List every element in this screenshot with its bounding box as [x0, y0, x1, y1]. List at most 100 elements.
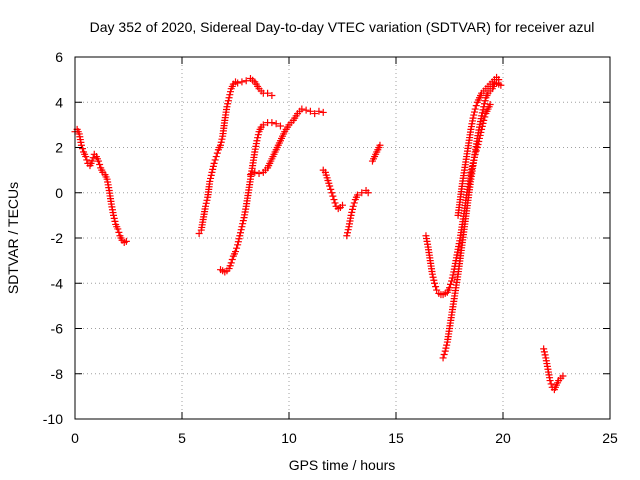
data-point-marker	[319, 108, 327, 116]
x-tick-label: 25	[602, 430, 618, 446]
data-point-marker	[353, 191, 361, 199]
data-point-marker	[211, 156, 219, 164]
data-point-marker	[218, 135, 226, 143]
data-point-marker	[234, 79, 242, 87]
data-point-marker	[441, 347, 449, 355]
data-point-marker	[298, 105, 306, 113]
data-point-marker	[311, 110, 319, 118]
series-track-7	[368, 141, 384, 165]
data-point-marker	[207, 174, 215, 182]
grid-lines	[75, 57, 610, 419]
data-point-marker	[239, 220, 247, 228]
data-point-marker	[228, 255, 236, 263]
y-tick-label: -10	[43, 411, 63, 427]
data-point-marker	[254, 131, 262, 139]
data-point-marker	[206, 177, 214, 185]
data-point-marker	[448, 274, 456, 282]
series-track-6	[343, 186, 372, 240]
data-point-marker	[428, 270, 436, 278]
data-point-marker	[330, 196, 338, 204]
data-point-marker	[497, 81, 505, 89]
data-point-marker	[541, 351, 549, 359]
data-point-marker	[110, 214, 118, 222]
data-point-marker	[276, 122, 284, 130]
data-point-marker	[237, 226, 245, 234]
data-point-marker	[225, 94, 233, 102]
data-point-marker	[272, 120, 280, 128]
data-point-marker	[210, 159, 218, 167]
x-tick-label: 0	[71, 430, 79, 446]
data-point-marker	[443, 341, 451, 349]
y-axis-label: SDTVAR / TECUs	[5, 182, 21, 294]
data-point-marker	[326, 182, 334, 190]
y-tick-label: -6	[51, 321, 64, 337]
data-point-marker	[78, 145, 86, 153]
data-point-marker	[234, 241, 242, 249]
data-point-marker	[88, 157, 96, 165]
y-tick-label: 0	[55, 185, 63, 201]
data-point-marker	[202, 199, 210, 207]
data-point-marker	[236, 232, 244, 240]
data-point-marker	[540, 345, 548, 353]
y-tick-label: -8	[51, 366, 64, 382]
data-point-marker	[226, 91, 234, 99]
data-point-marker	[478, 109, 486, 117]
data-point-marker	[339, 201, 346, 209]
x-tick-label: 10	[281, 430, 297, 446]
data-point-marker	[440, 351, 448, 359]
data-point-marker	[89, 154, 97, 162]
y-tick-label: 6	[55, 49, 63, 65]
data-point-marker	[471, 105, 479, 113]
data-point-marker	[233, 244, 241, 252]
data-point-marker	[251, 168, 259, 176]
data-point-marker	[234, 238, 242, 246]
data-point-marker	[479, 106, 487, 114]
y-tick-label: 2	[55, 140, 63, 156]
data-point-marker	[364, 189, 372, 197]
data-point-marker	[203, 196, 211, 204]
data-point-marker	[302, 106, 310, 114]
data-point-marker	[442, 344, 450, 352]
data-point-marker	[217, 141, 225, 149]
y-tick-labels: -10 -8 -6 -4 -2 0 2 4 6	[43, 49, 63, 427]
data-point-marker	[209, 162, 217, 170]
data-point-marker	[495, 76, 503, 84]
data-point-marker	[239, 217, 247, 225]
data-point-marker	[481, 97, 489, 105]
data-point-marker	[217, 138, 225, 146]
data-point-marker	[343, 232, 351, 240]
data-point-marker	[315, 107, 323, 115]
data-point-marker	[469, 114, 477, 122]
data-point-marker	[429, 273, 437, 281]
data-point-marker	[331, 199, 339, 207]
data-point-marker	[96, 160, 104, 168]
data-point-marker	[259, 121, 267, 129]
chart-title: Day 352 of 2020, Sidereal Day-to-day VTE…	[90, 19, 595, 35]
data-point-marker	[236, 229, 244, 237]
data-point-marker	[209, 165, 217, 173]
data-point-marker	[358, 189, 366, 197]
data-point-marker	[470, 111, 478, 119]
data-point-marker	[547, 380, 555, 388]
data-point-marker	[540, 348, 548, 356]
data-point-marker	[232, 248, 239, 256]
y-tick-label: -2	[51, 230, 64, 246]
data-point-marker	[430, 276, 438, 284]
data-point-marker	[213, 149, 221, 157]
data-point-marker	[268, 119, 276, 127]
x-axis-label: GPS time / hours	[289, 457, 396, 473]
data-point-marker	[327, 185, 335, 193]
data-point-marker	[376, 141, 384, 149]
data-point-marker	[431, 279, 439, 287]
data-point-marker	[235, 235, 243, 243]
data-point-marker	[343, 229, 351, 237]
data-point-marker	[328, 189, 336, 197]
data-point-marker	[254, 134, 262, 142]
series-track-10	[454, 73, 503, 219]
data-point-marker	[114, 225, 122, 233]
data-point-marker	[268, 91, 276, 99]
series-track-5	[319, 166, 346, 213]
data-point-marker	[110, 211, 118, 219]
series-track-1	[71, 125, 130, 247]
